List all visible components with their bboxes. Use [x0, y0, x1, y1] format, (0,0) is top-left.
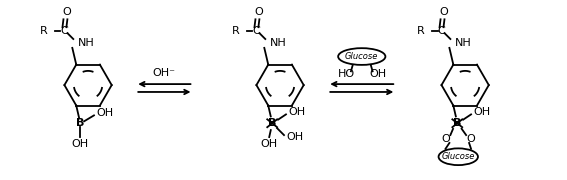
Text: OH: OH: [288, 107, 305, 117]
Text: Glucose: Glucose: [345, 52, 378, 61]
Text: NH: NH: [78, 38, 95, 48]
Text: O: O: [254, 7, 263, 17]
Circle shape: [452, 118, 463, 129]
Text: R: R: [232, 26, 240, 36]
Text: HO: HO: [337, 69, 354, 79]
Text: R: R: [417, 26, 425, 36]
Text: Glucose: Glucose: [442, 152, 475, 161]
Text: C: C: [61, 26, 68, 36]
Text: B: B: [268, 118, 276, 128]
Text: NH: NH: [270, 38, 287, 48]
Text: C: C: [438, 26, 446, 36]
Text: OH: OH: [473, 107, 490, 117]
Text: O: O: [441, 134, 450, 144]
Text: NH: NH: [455, 38, 472, 48]
Text: OH: OH: [369, 69, 386, 79]
Text: O: O: [439, 7, 448, 17]
Ellipse shape: [438, 148, 478, 165]
Circle shape: [266, 118, 278, 129]
Text: O: O: [62, 7, 71, 17]
Ellipse shape: [338, 48, 386, 65]
Text: OH⁻: OH⁻: [153, 68, 176, 78]
Text: OH: OH: [96, 108, 113, 118]
Text: OH: OH: [286, 132, 303, 142]
Text: OH: OH: [261, 139, 278, 149]
Text: B: B: [453, 118, 462, 128]
Text: OH: OH: [71, 139, 89, 149]
Text: C: C: [252, 26, 260, 36]
Text: O: O: [467, 134, 476, 144]
Text: R: R: [40, 26, 48, 36]
Text: B: B: [76, 118, 84, 128]
